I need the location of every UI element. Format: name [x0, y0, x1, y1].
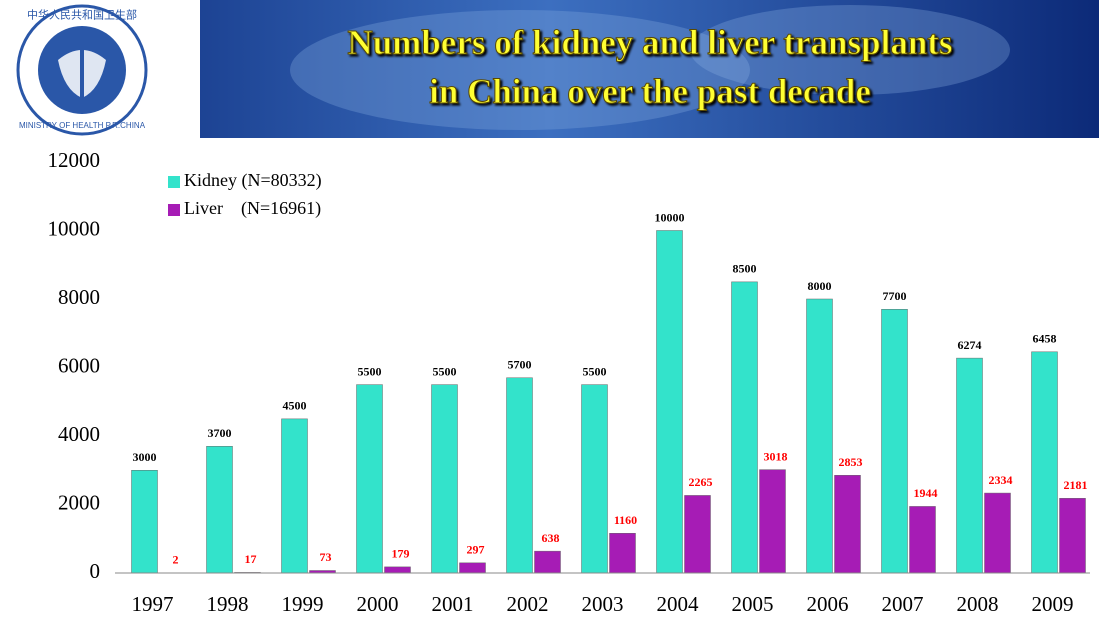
value-label: 638 [542, 531, 560, 545]
value-label: 2 [173, 553, 179, 567]
value-label: 5700 [508, 358, 532, 372]
legend-swatch [168, 176, 180, 188]
value-label: 5500 [433, 364, 457, 378]
x-tick-label: 1998 [207, 592, 249, 616]
value-label: 10000 [655, 210, 685, 224]
x-tick-label: 2000 [357, 592, 399, 616]
banner [0, 0, 1099, 138]
y-tick-label: 6000 [58, 353, 100, 377]
x-tick-label: 1997 [132, 592, 174, 616]
y-tick-label: 12000 [48, 148, 101, 172]
value-label: 297 [467, 543, 485, 557]
x-tick-label: 2006 [807, 592, 849, 616]
x-tick-label: 2009 [1032, 592, 1074, 616]
bar [460, 563, 486, 573]
value-label: 5500 [583, 364, 607, 378]
value-label: 2265 [689, 475, 713, 489]
bar [507, 378, 533, 573]
bar [132, 470, 158, 573]
x-tick-label: 2002 [507, 592, 549, 616]
value-label: 3700 [208, 426, 232, 440]
bar [432, 385, 458, 573]
legend-label: Kidney (N=80332) [184, 170, 322, 191]
value-label: 3018 [764, 449, 788, 463]
x-tick-label: 1999 [282, 592, 324, 616]
bar [685, 495, 711, 573]
bar [835, 475, 861, 573]
bar [732, 282, 758, 573]
bar [882, 309, 908, 573]
bar [282, 419, 308, 573]
value-label: 2181 [1064, 478, 1088, 492]
bar [610, 533, 636, 573]
value-label: 1160 [614, 513, 637, 527]
y-tick-label: 2000 [58, 490, 100, 514]
x-tick-label: 2008 [957, 592, 999, 616]
value-label: 6274 [958, 338, 982, 352]
value-label: 4500 [283, 399, 307, 413]
x-tick-label: 2007 [882, 592, 924, 616]
value-label: 3000 [133, 450, 157, 464]
value-label: 1944 [914, 486, 938, 500]
value-label: 8500 [733, 262, 757, 276]
logo: 中华人民共和国卫生部 MINISTRY OF HEALTH P.R.CHINA [18, 6, 146, 134]
bar [535, 551, 561, 573]
chart-title: in China over the past decade [429, 72, 871, 111]
y-tick-label: 10000 [48, 216, 101, 240]
bar [1032, 352, 1058, 573]
value-label: 8000 [808, 279, 832, 293]
value-label: 2853 [839, 455, 863, 469]
bar [657, 231, 683, 574]
legend-label: Liver (N=16961) [184, 198, 321, 219]
y-tick-label: 4000 [58, 422, 100, 446]
bar [910, 506, 936, 573]
chart-title: Numbers of kidney and liver transplants [347, 23, 952, 62]
bar [1060, 498, 1086, 573]
bar [807, 299, 833, 573]
value-label: 5500 [358, 364, 382, 378]
bar [957, 358, 983, 573]
value-label: 179 [392, 547, 410, 561]
bar [582, 385, 608, 573]
x-tick-label: 2001 [432, 592, 474, 616]
value-label: 6458 [1033, 332, 1057, 346]
x-tick-label: 2003 [582, 592, 624, 616]
bar [385, 567, 411, 573]
bar [760, 470, 786, 573]
x-tick-label: 2004 [657, 592, 700, 616]
bar [985, 493, 1011, 573]
logo-chinese: 中华人民共和国卫生部 [27, 8, 137, 22]
legend-swatch [168, 204, 180, 216]
bar [207, 446, 233, 573]
bar [357, 385, 383, 573]
y-tick-label: 0 [90, 559, 101, 583]
y-tick-label: 8000 [58, 285, 100, 309]
logo-english: MINISTRY OF HEALTH P.R.CHINA [19, 121, 146, 130]
value-label: 73 [320, 550, 332, 564]
value-label: 2334 [989, 473, 1013, 487]
chart: 中华人民共和国卫生部 MINISTRY OF HEALTH P.R.CHINA … [0, 0, 1099, 620]
x-tick-label: 2005 [732, 592, 774, 616]
value-label: 17 [245, 552, 257, 566]
value-label: 7700 [883, 289, 907, 303]
